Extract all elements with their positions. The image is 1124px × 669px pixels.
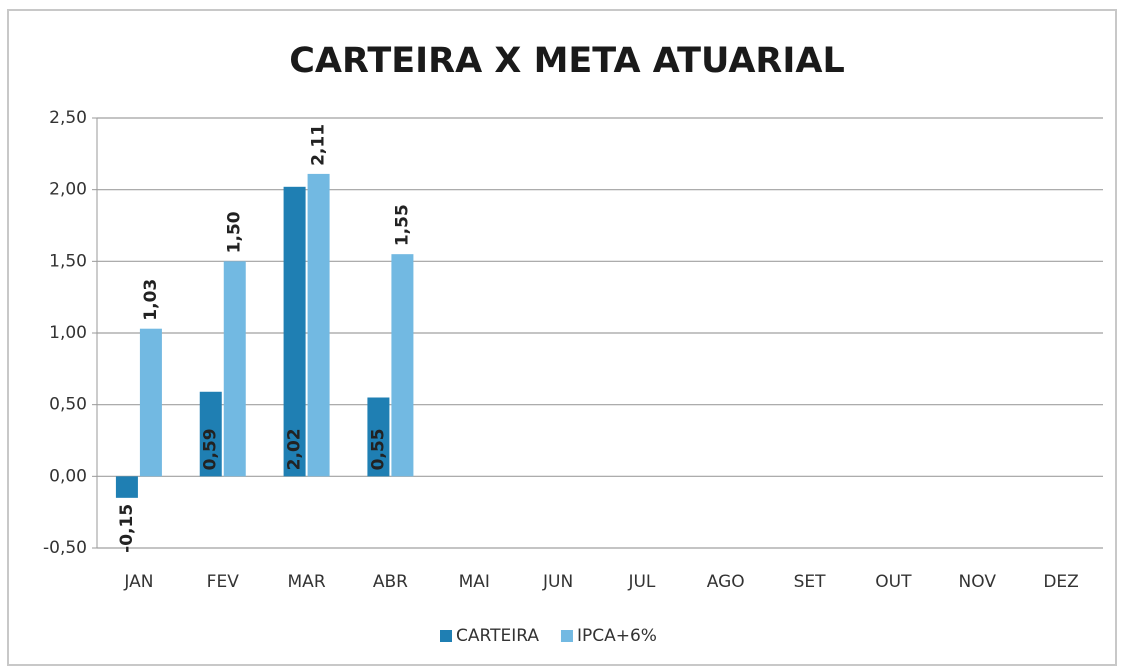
x-tick-label: DEZ — [1043, 572, 1078, 592]
data-label: 2,02 — [285, 428, 305, 470]
y-tick-label: -0,50 — [43, 538, 87, 558]
y-tick-label: 1,50 — [49, 251, 87, 271]
bar — [367, 397, 390, 477]
y-tick-label: 2,50 — [49, 108, 87, 128]
bar — [283, 186, 306, 477]
x-tick-label: SET — [794, 572, 827, 592]
bar — [199, 391, 222, 477]
y-tick-label: 0,50 — [49, 395, 87, 415]
x-tick-label: MAI — [459, 572, 490, 592]
bar — [223, 261, 246, 477]
data-label: 2,11 — [309, 124, 329, 166]
legend-label: IPCA+6% — [577, 626, 657, 646]
x-tick-label: JUN — [542, 572, 573, 592]
chart-title: CARTEIRA X META ATUARIAL — [289, 41, 845, 81]
data-label: 1,55 — [392, 204, 412, 246]
y-tick-label: 1,00 — [49, 323, 87, 343]
data-label: 0,59 — [201, 428, 221, 470]
x-tick-label: AGO — [707, 572, 745, 592]
legend-label: CARTEIRA — [456, 626, 539, 646]
x-tick-label: MAR — [288, 572, 326, 592]
chart-frame — [7, 9, 1117, 666]
data-label: 0,55 — [368, 428, 388, 470]
x-tick-label: OUT — [875, 572, 912, 592]
data-label: -0,15 — [117, 504, 137, 553]
data-label: 1,03 — [141, 279, 161, 321]
data-label: 1,50 — [225, 211, 245, 253]
x-tick-label: FEV — [207, 572, 240, 592]
bar — [391, 254, 414, 477]
bar — [115, 476, 138, 498]
x-tick-label: NOV — [959, 572, 997, 592]
y-tick-label: 0,00 — [49, 466, 87, 486]
x-tick-label: ABR — [373, 572, 408, 592]
y-tick-label: 2,00 — [49, 180, 87, 200]
bar — [139, 328, 162, 477]
legend-swatch — [440, 630, 452, 642]
bar — [307, 173, 330, 477]
legend-swatch — [560, 630, 573, 642]
x-tick-label: JAN — [123, 572, 153, 592]
x-tick-label: JUL — [627, 572, 655, 592]
